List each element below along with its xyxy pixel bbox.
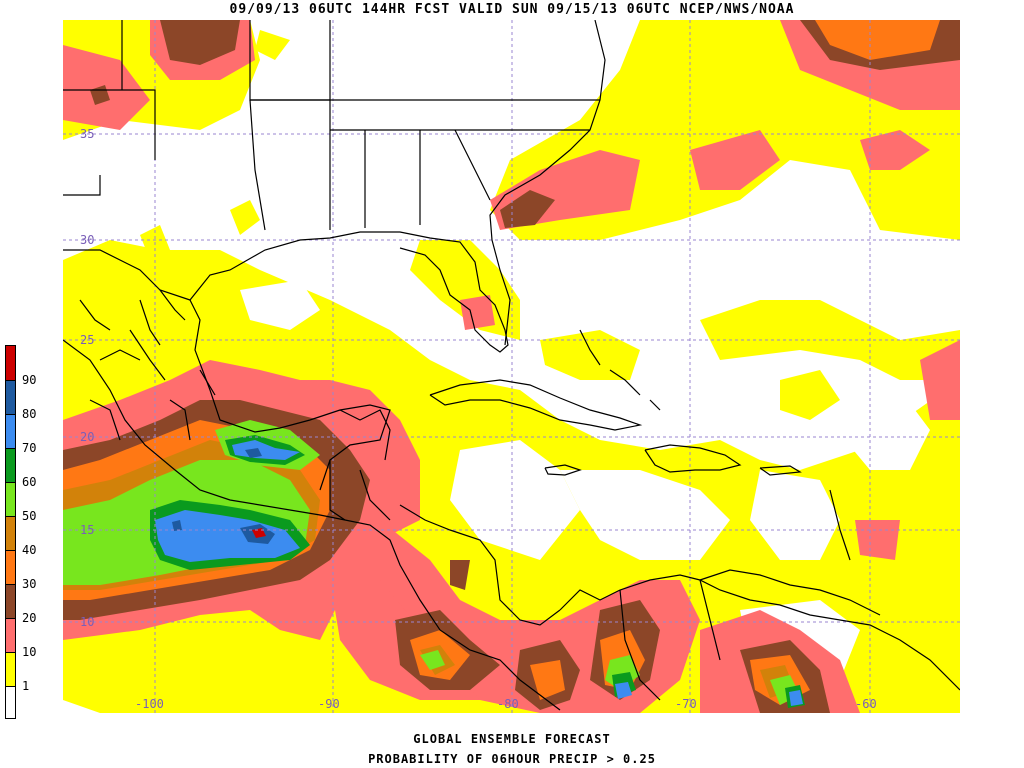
lat-label-15: 15: [80, 523, 95, 537]
legend-swatch-20: [5, 584, 16, 619]
lat-label-35: 35: [80, 127, 95, 141]
legend-swatch-50: [5, 482, 16, 517]
lon-label-minus-80: -80: [497, 697, 519, 711]
legend-label-90: 90: [22, 373, 37, 387]
lat-label-30: 30: [80, 233, 95, 247]
lat-label-20: 20: [80, 430, 95, 444]
legend-label-80: 80: [22, 407, 37, 421]
lon-label-minus-70: -70: [675, 697, 697, 711]
legend-label-10: 10: [22, 645, 37, 659]
legend-swatch-80: [5, 380, 16, 415]
legend-swatch-60: [5, 448, 16, 483]
legend-label-1: 1: [22, 679, 30, 693]
lat-label-10: 10: [80, 615, 95, 629]
footer-ensemble-title: GLOBAL ENSEMBLE FORECAST: [413, 732, 611, 746]
coastlines-and-borders: [63, 20, 960, 711]
legend-label-40: 40: [22, 543, 37, 557]
lon-label-minus-100: -100: [135, 697, 164, 711]
lat-label-25: 25: [80, 333, 95, 347]
legend-label-30: 30: [22, 577, 37, 591]
lon-label-minus-90: -90: [318, 697, 340, 711]
legend-swatch-90: [5, 345, 16, 381]
legend-swatch-1: [5, 652, 16, 687]
legend-swatch-70: [5, 414, 16, 449]
legend-swatch-10: [5, 618, 16, 653]
legend-label-50: 50: [22, 509, 37, 523]
legend-swatch-30: [5, 550, 16, 585]
lon-label-minus-60: -60: [855, 697, 877, 711]
map-title: 09/09/13 06UTC 144HR FCST VALID SUN 09/1…: [229, 2, 795, 17]
legend-label-20: 20: [22, 611, 37, 625]
legend-swatch-0: [5, 686, 16, 719]
legend-label-70: 70: [22, 441, 37, 455]
footer-probability-title: PROBABILITY OF 06HOUR PRECIP > 0.25: [368, 752, 656, 766]
legend-swatch-40: [5, 516, 16, 551]
legend-label-60: 60: [22, 475, 37, 489]
precip-probability-80pct-shading: [172, 448, 275, 544]
